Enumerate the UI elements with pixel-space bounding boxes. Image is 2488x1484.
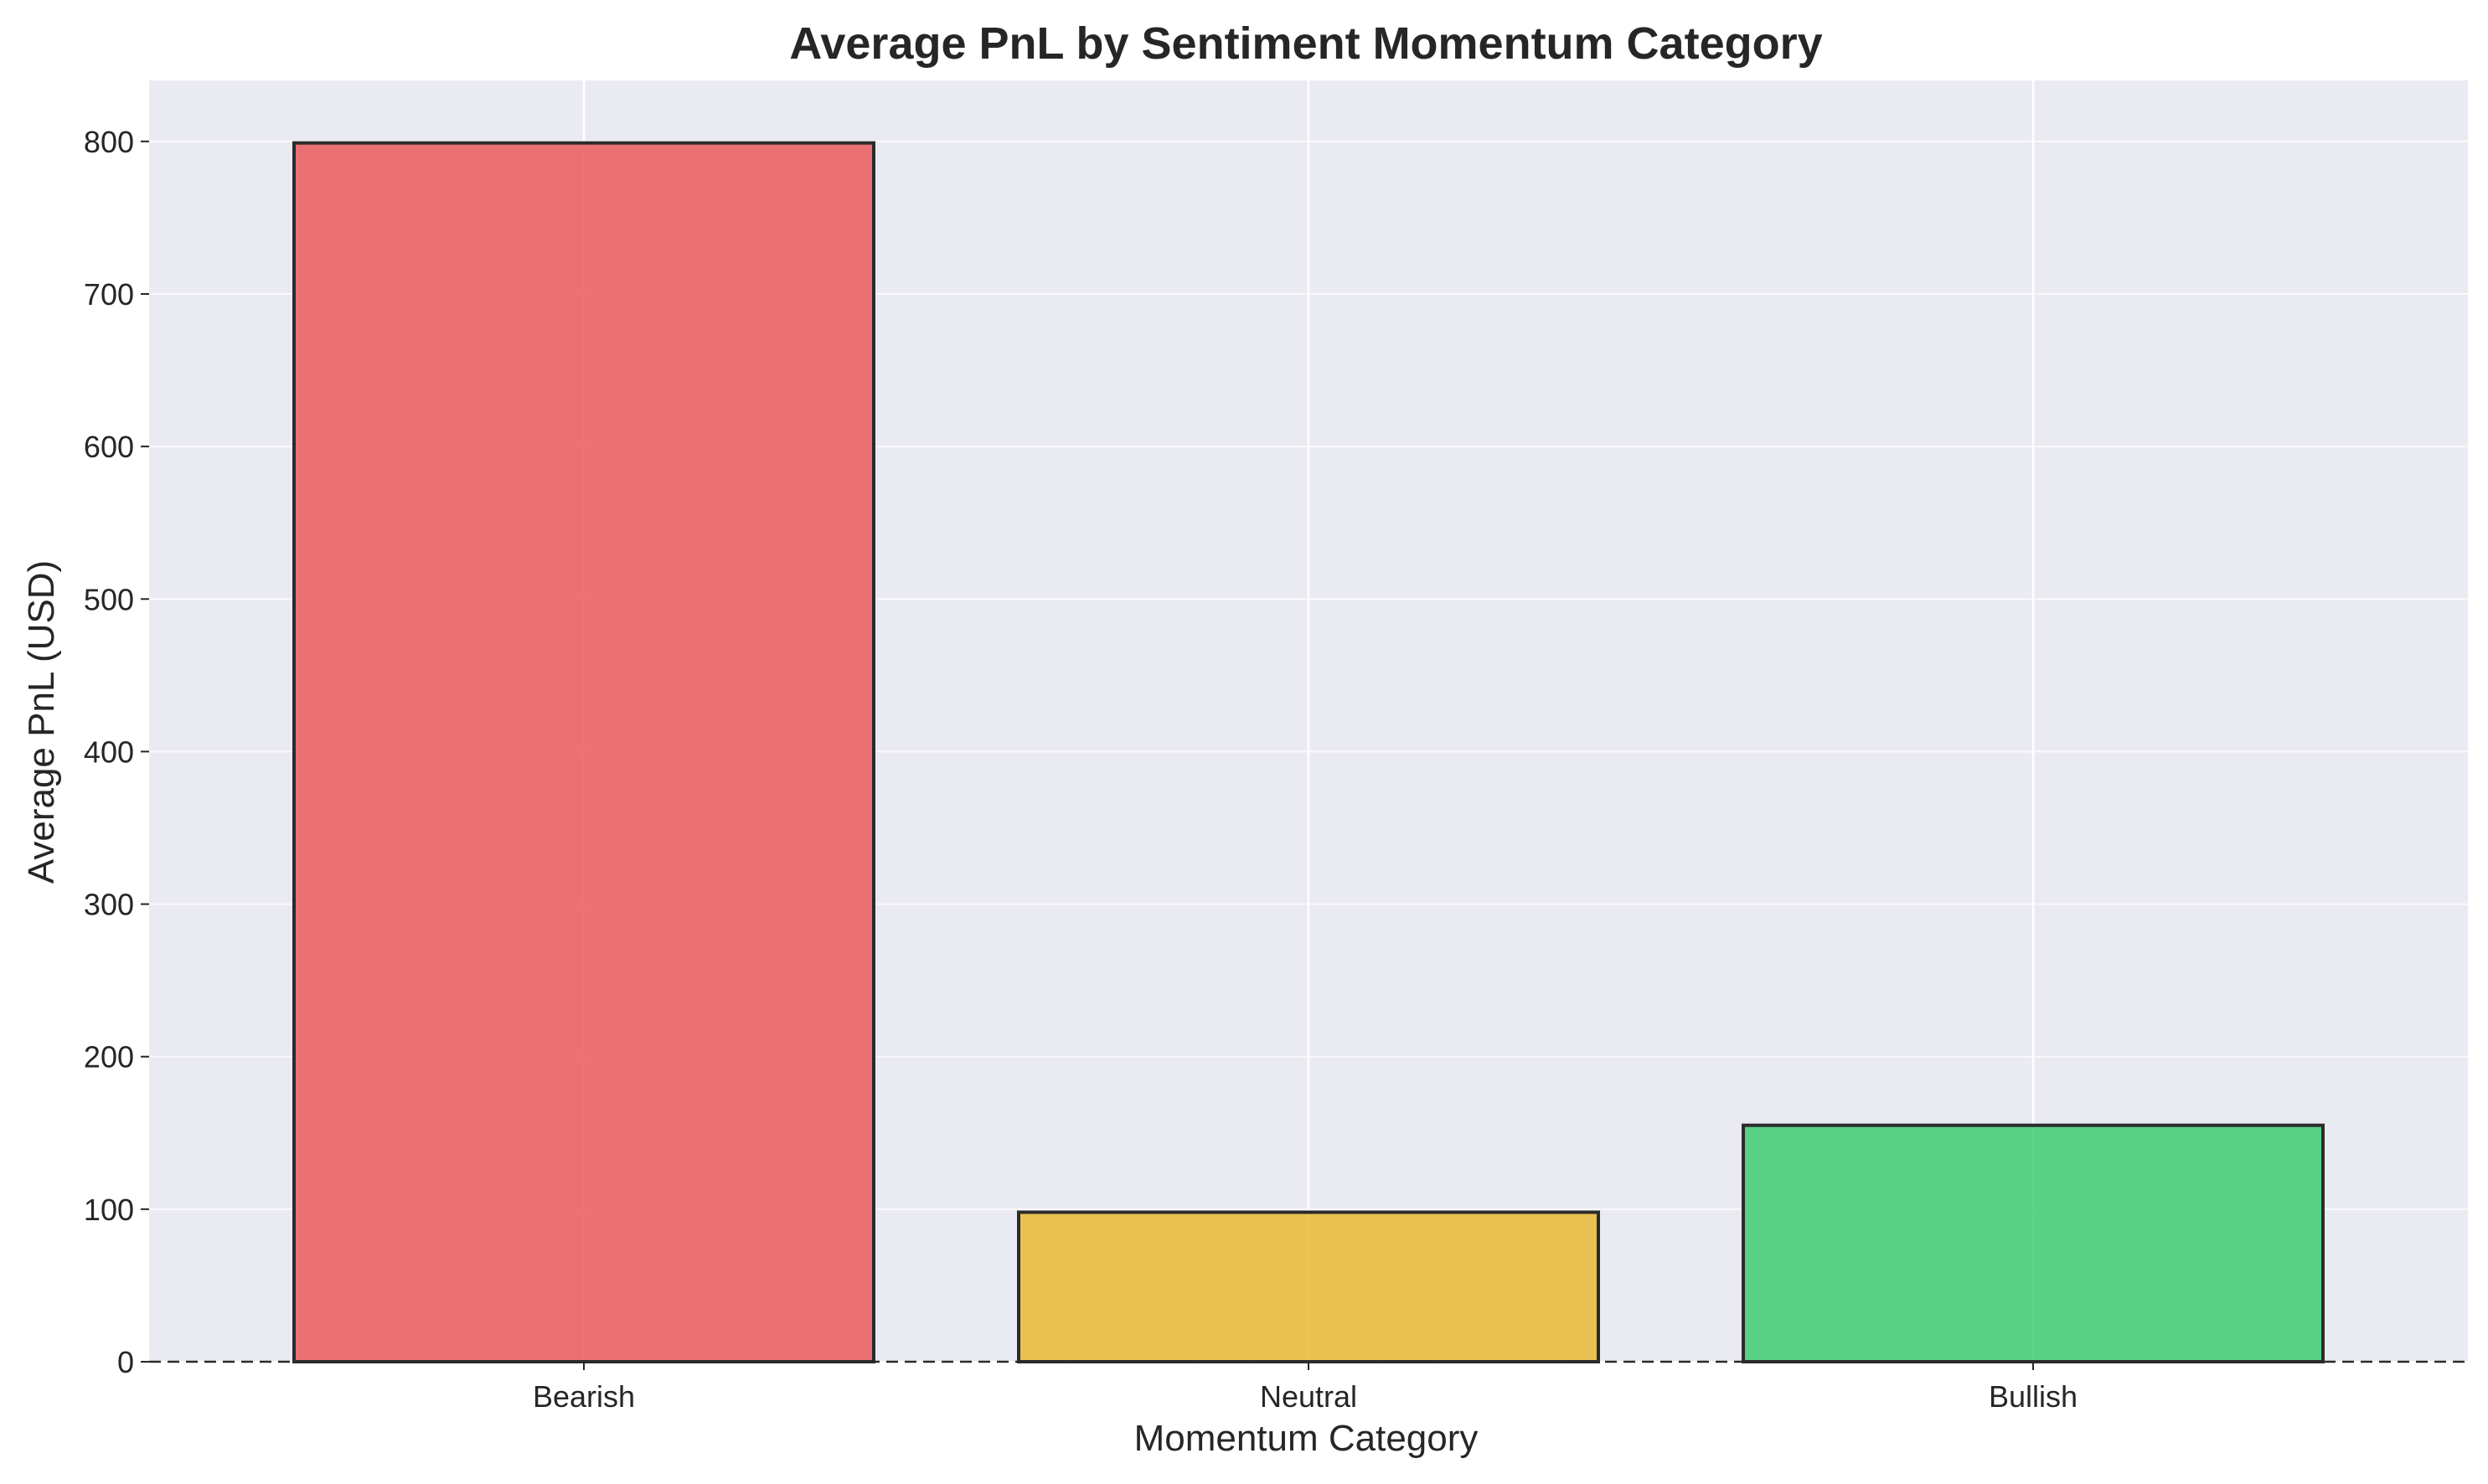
x-tick-label-bullish: Bullish — [1989, 1379, 2078, 1414]
y-tick-label: 700 — [84, 277, 134, 312]
y-tick-label: 200 — [84, 1040, 134, 1074]
y-tick-label: 500 — [84, 582, 134, 616]
y-axis-ticks: 0 100 200 300 400 500 600 700 800 — [84, 125, 149, 1379]
y-tick-label: 300 — [84, 888, 134, 922]
chart-title: Average PnL by Sentiment Momentum Catego… — [789, 18, 1822, 69]
x-tick-label-bearish: Bearish — [533, 1379, 635, 1414]
x-axis-label: Momentum Category — [1134, 1418, 1479, 1459]
bars — [292, 141, 2325, 1364]
x-tick-label-neutral: Neutral — [1260, 1379, 1357, 1414]
bar-neutral — [1017, 1210, 1600, 1363]
y-tick-label: 800 — [84, 125, 134, 159]
y-tick-label: 400 — [84, 734, 134, 769]
y-axis-label: Average PnL (USD) — [21, 560, 62, 884]
bar-bullish — [1742, 1123, 2325, 1364]
y-tick-label: 600 — [84, 430, 134, 464]
y-tick-label: 0 — [117, 1345, 134, 1379]
bar-bearish — [292, 141, 875, 1363]
x-axis-ticks: Bearish Neutral Bullish — [533, 1362, 2078, 1414]
y-tick-label: 100 — [84, 1193, 134, 1227]
